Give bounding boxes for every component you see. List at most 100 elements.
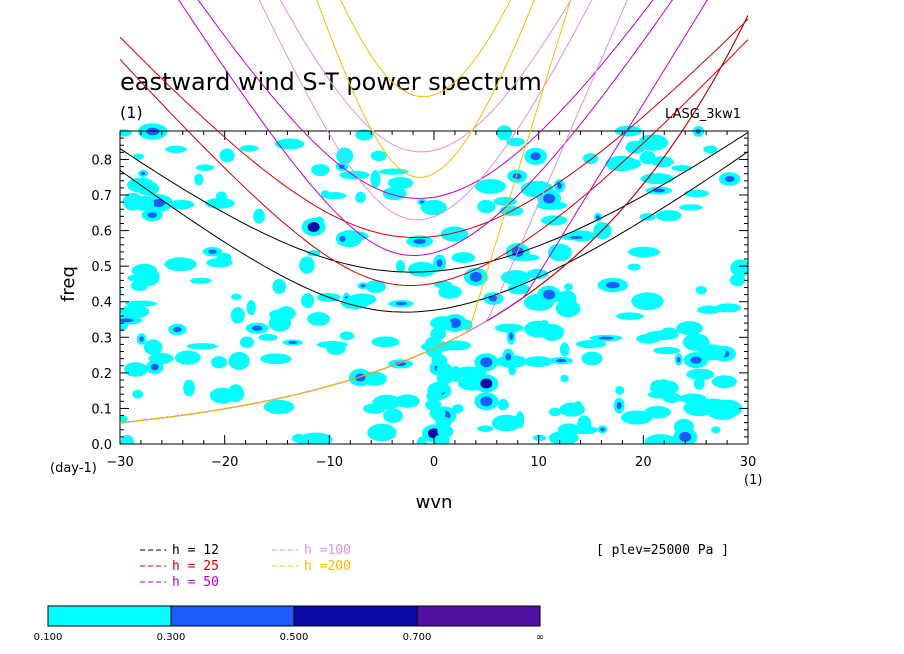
x-tick-label: 30 <box>740 455 757 470</box>
power-contour-0.1 <box>371 336 400 348</box>
colorbar-level-label: 0.100 <box>34 632 63 643</box>
power-contour-0.1 <box>507 283 530 295</box>
power-contour-0.1 <box>437 425 454 438</box>
power-contour-0.3 <box>395 302 407 306</box>
power-contour-0.3 <box>605 281 620 289</box>
power-contour-0.1 <box>560 374 569 383</box>
power-contour-0.1 <box>426 389 443 402</box>
power-contour-0.1 <box>477 199 496 214</box>
power-contour-0.1 <box>564 283 573 291</box>
power-contour-0.1 <box>438 285 462 299</box>
power-contour-0.1 <box>491 414 522 432</box>
power-contour-0.1 <box>452 404 464 414</box>
power-contour-0.1 <box>655 210 682 222</box>
power-contour-strong <box>104 286 116 296</box>
power-contour-0.1 <box>698 344 726 361</box>
power-contour-0.3 <box>676 356 681 363</box>
power-contour-0.1 <box>523 356 554 368</box>
power-contour-strong <box>469 271 482 282</box>
power-contour-0.1 <box>676 321 703 336</box>
power-contour-0.1 <box>165 145 187 154</box>
power-contour-0.1 <box>239 336 255 348</box>
pressure-annotation: [ plev=25000 Pa ] <box>596 543 729 558</box>
power-contour-0.1 <box>496 125 513 141</box>
power-contour-0.3 <box>139 336 144 342</box>
dispersion-curve-ig-12 <box>120 131 748 273</box>
power-contour-0.3 <box>151 199 165 208</box>
power-contour-0.1 <box>136 181 160 196</box>
power-contour-0.1 <box>311 163 330 176</box>
power-contours <box>104 123 748 444</box>
colorbar-segment <box>416 605 541 627</box>
power-contour-0.1 <box>631 292 664 311</box>
power-contour-0.1 <box>436 372 453 385</box>
x-unit-label: (1) <box>744 473 762 488</box>
power-contour-0.1 <box>494 323 524 333</box>
power-contour-0.1 <box>307 312 331 326</box>
power-contour-0.1 <box>272 278 287 294</box>
power-contour-0.3 <box>419 200 425 204</box>
power-contour-0.1 <box>194 173 204 186</box>
x-tick-label: −10 <box>316 455 343 470</box>
power-contour-0.1 <box>526 268 548 280</box>
power-contour-0.1 <box>493 196 517 206</box>
power-contour-0.3 <box>512 173 522 180</box>
legend-label-h50: h = 50 <box>172 575 219 590</box>
power-contour-0.1 <box>639 150 656 165</box>
power-contour-0.1 <box>372 394 402 410</box>
power-contour-0.1 <box>671 165 692 172</box>
power-contour-0.1 <box>451 252 476 263</box>
power-contour-0.1 <box>475 179 506 194</box>
power-contour-0.3 <box>530 152 541 161</box>
power-contour-0.1 <box>382 187 407 200</box>
power-contour-0.3 <box>557 182 562 189</box>
power-contour-0.1 <box>301 293 315 308</box>
power-contour-0.1 <box>340 296 370 309</box>
power-contour-0.1 <box>132 196 155 211</box>
power-contour-0.1 <box>636 333 661 344</box>
power-contour-0.1 <box>365 280 387 293</box>
power-contour-0.1 <box>133 153 144 160</box>
legend-label-h100: h =100 <box>304 543 351 558</box>
power-contour-0.1 <box>355 129 374 141</box>
y-tick-label: 0.3 <box>91 331 112 346</box>
y-tick-label: 0.7 <box>91 189 112 204</box>
dispersion-curve-ig-50 <box>197 0 654 199</box>
power-contour-0.1 <box>143 339 163 355</box>
colorbar-segment <box>47 605 172 627</box>
power-contour-0.1 <box>183 379 195 397</box>
power-contour-0.1 <box>426 345 443 358</box>
power-contour-0.3 <box>600 427 605 432</box>
power-contour-strong <box>448 318 461 329</box>
power-contour-0.1 <box>206 258 233 268</box>
power-contour-0.1 <box>291 433 306 443</box>
power-contour-0.1 <box>260 353 292 365</box>
power-contour-0.3 <box>690 356 702 364</box>
power-contour-0.3 <box>555 359 567 363</box>
power-contour-0.1 <box>246 300 256 316</box>
chart-subtitle-right: LASG_3kw1 <box>665 107 741 122</box>
power-contour-0.1 <box>644 434 678 444</box>
dispersion-curve-ig-200 <box>340 0 511 98</box>
legend-label-h12: h = 12 <box>172 543 219 558</box>
power-contour-0.1 <box>679 393 707 404</box>
power-contour-0.3 <box>251 325 263 331</box>
power-contour-0.1 <box>274 138 305 150</box>
power-contour-0.1 <box>164 257 197 272</box>
dispersion-curve-ig-100 <box>279 0 572 153</box>
power-contour-0.1 <box>395 394 420 408</box>
colorbar-level-label: 0.500 <box>280 632 309 643</box>
power-contour-0.1 <box>227 384 245 403</box>
power-contour-0.1 <box>615 386 625 395</box>
legend-label-h200: h =200 <box>304 559 351 574</box>
dispersion-curve-ig-12 <box>120 151 748 313</box>
power-contour-0.3 <box>140 171 146 176</box>
power-contour-0.1 <box>230 306 245 324</box>
power-contour-0.1 <box>477 425 494 432</box>
power-contour-0.3 <box>598 336 614 340</box>
power-contour-strong <box>543 193 556 204</box>
power-contour-0.1 <box>326 343 346 355</box>
power-contour-0.1 <box>703 145 718 154</box>
power-contour-0.1 <box>253 208 265 224</box>
